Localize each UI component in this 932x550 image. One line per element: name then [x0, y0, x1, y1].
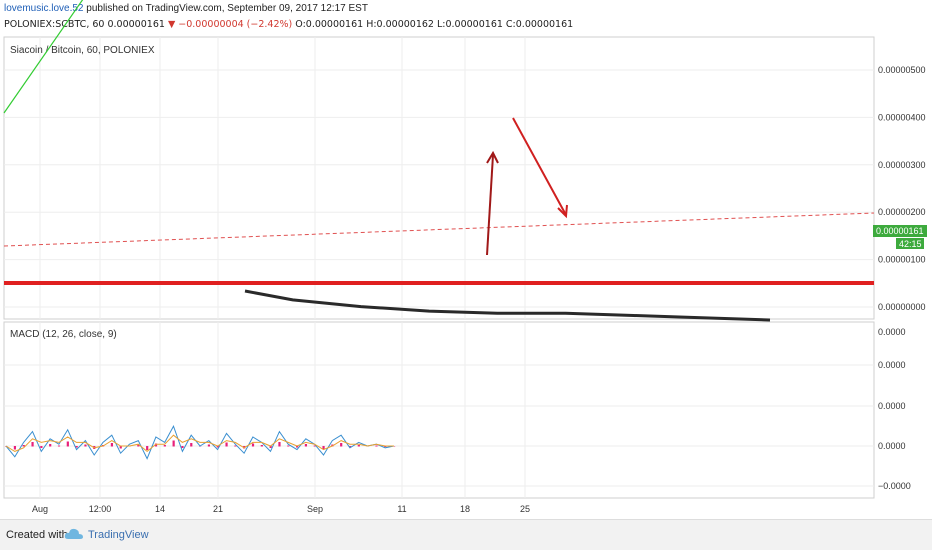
countdown-label: 42:15	[899, 239, 922, 249]
down-arrow-icon: ▼	[167, 19, 176, 30]
time-tick-label: 25	[520, 504, 530, 514]
last-price-label: 0.00000161	[876, 226, 924, 236]
macd-tick-label: −0.0000	[878, 481, 911, 491]
up-arrow-shaft	[486, 154, 494, 256]
macd-histogram-bar	[119, 446, 122, 449]
time-tick-label: Sep	[307, 504, 323, 514]
last-price-label-bg	[873, 225, 927, 237]
descending-trendline	[3, 0, 84, 114]
price-tick-label: 0.00000100	[878, 255, 926, 265]
price-y-axis[interactable]: 0.00000500 0.00000400 0.00000300 0.00000200…	[878, 65, 926, 312]
macd-histogram-bar	[84, 444, 87, 447]
macd-histogram-bar	[225, 442, 228, 447]
macd-histogram-bar	[375, 445, 378, 447]
ohlc-line: POLONIEX:SCBTC, 60 0.00000161 ▼ −0.00000…	[4, 19, 573, 30]
down-arrow-shaft	[512, 117, 567, 216]
macd-histogram-bar	[287, 445, 290, 447]
chart-canvas[interactable]: Siacoin / Bitcoin, 60, POLONIEX MACD (12…	[0, 0, 932, 520]
macd-histogram-bar	[393, 446, 396, 447]
macd-histogram-bar	[313, 445, 316, 447]
chart-title: Siacoin / Bitcoin, 60, POLONIEX	[10, 45, 155, 56]
macd-histogram-bar	[13, 446, 17, 450]
macd-tick-label: 0.0000	[878, 441, 906, 451]
macd-histogram-bar	[22, 445, 25, 447]
macd-histogram-bar	[110, 443, 114, 447]
macd-histogram-bar	[207, 444, 211, 447]
author-link[interactable]: lovemusic.love.52	[4, 3, 84, 14]
macd-histogram-bar	[146, 446, 149, 450]
time-tick-label: Aug	[32, 504, 48, 514]
macd-histogram-bar	[66, 441, 69, 447]
macd-histogram-bar	[234, 445, 237, 447]
macd-histogram-bar	[348, 446, 352, 447]
macd-histogram-bar	[304, 444, 308, 447]
macd-grid	[4, 364, 874, 487]
publish-line: lovemusic.love.52 published on TradingVi…	[4, 3, 368, 14]
macd-histogram-bar	[40, 446, 43, 448]
macd-series-layer	[5, 424, 396, 460]
price-tick-label: 0.00000400	[878, 112, 926, 122]
countdown-label-bg	[896, 238, 924, 249]
macd-tick-label: 0.0000	[878, 360, 906, 370]
macd-histogram-bar	[260, 445, 263, 447]
macd-histogram-bar	[57, 445, 61, 447]
price-tick-label: 0.00000000	[878, 302, 926, 312]
macd-title: MACD (12, 26, close, 9)	[10, 329, 117, 340]
price-series-layer	[244, 289, 771, 322]
macd-histogram-bar	[190, 443, 193, 447]
macd-y-axis[interactable]: 0.0000 0.0000 0.0000 0.0000 −0.0000	[878, 327, 911, 491]
time-tick-label: 11	[397, 504, 406, 514]
up-arrow-head	[486, 150, 499, 164]
price-tick-label: 0.00000200	[878, 207, 926, 217]
macd-histogram-bar	[296, 446, 299, 448]
macd-histogram-bar	[49, 444, 52, 447]
macd-histogram-bar	[251, 443, 255, 447]
change-value: −0.00000004 (−2.42%)	[178, 19, 293, 30]
footer-bar: Created with TradingView	[0, 519, 932, 550]
symbol-label: POLONIEX:SCBTC, 60	[4, 19, 105, 30]
macd-pane-frame	[3, 321, 875, 499]
dashed-trendline	[3, 212, 875, 247]
tradingview-brand[interactable]: TradingView	[88, 529, 149, 541]
macd-histogram-bar	[154, 443, 158, 447]
price-grid	[4, 37, 874, 498]
macd-histogram-bar	[340, 443, 343, 447]
price-tick-label: 0.00000300	[878, 160, 926, 170]
time-tick-label: 21	[213, 504, 223, 514]
price-pane-frame	[3, 36, 875, 320]
price-tick-label: 0.00000500	[878, 65, 926, 75]
macd-histogram-bar	[163, 445, 166, 447]
chart-header: lovemusic.love.52 published on TradingVi…	[4, 3, 932, 33]
macd-histogram-bar	[137, 444, 140, 447]
macd-line	[5, 424, 395, 460]
macd-histogram-bar	[172, 440, 175, 447]
macd-tick-label: 0.0000	[878, 401, 906, 411]
ohlc-values: O:0.00000161 H:0.00000162 L:0.00000161 C…	[295, 19, 574, 30]
created-with-text: Created with	[6, 529, 68, 541]
time-tick-label: 18	[460, 504, 470, 514]
macd-histogram-bar	[322, 446, 325, 449]
down-arrow-head	[557, 204, 568, 219]
macd-histogram-bar	[269, 446, 272, 448]
macd-histogram-bar	[75, 446, 78, 448]
time-axis[interactable]: Aug 12:00 14 21 Sep 11 18 25	[32, 504, 530, 514]
published-text: published on TradingView.com, September …	[86, 3, 368, 14]
macd-histogram-bar	[357, 445, 360, 447]
moving-average-line	[244, 289, 771, 322]
macd-histogram-bar	[216, 446, 219, 448]
signal-line	[5, 434, 394, 453]
time-tick-label: 12:00	[89, 504, 112, 514]
time-tick-label: 14	[155, 504, 165, 514]
macd-histogram-bar	[31, 442, 34, 447]
last-price: 0.00000161	[107, 19, 165, 30]
macd-tick-label: 0.0000	[878, 327, 906, 337]
macd-histogram-bar	[181, 446, 184, 448]
drawings-layer	[3, 0, 875, 285]
macd-histogram-bar	[278, 442, 281, 447]
